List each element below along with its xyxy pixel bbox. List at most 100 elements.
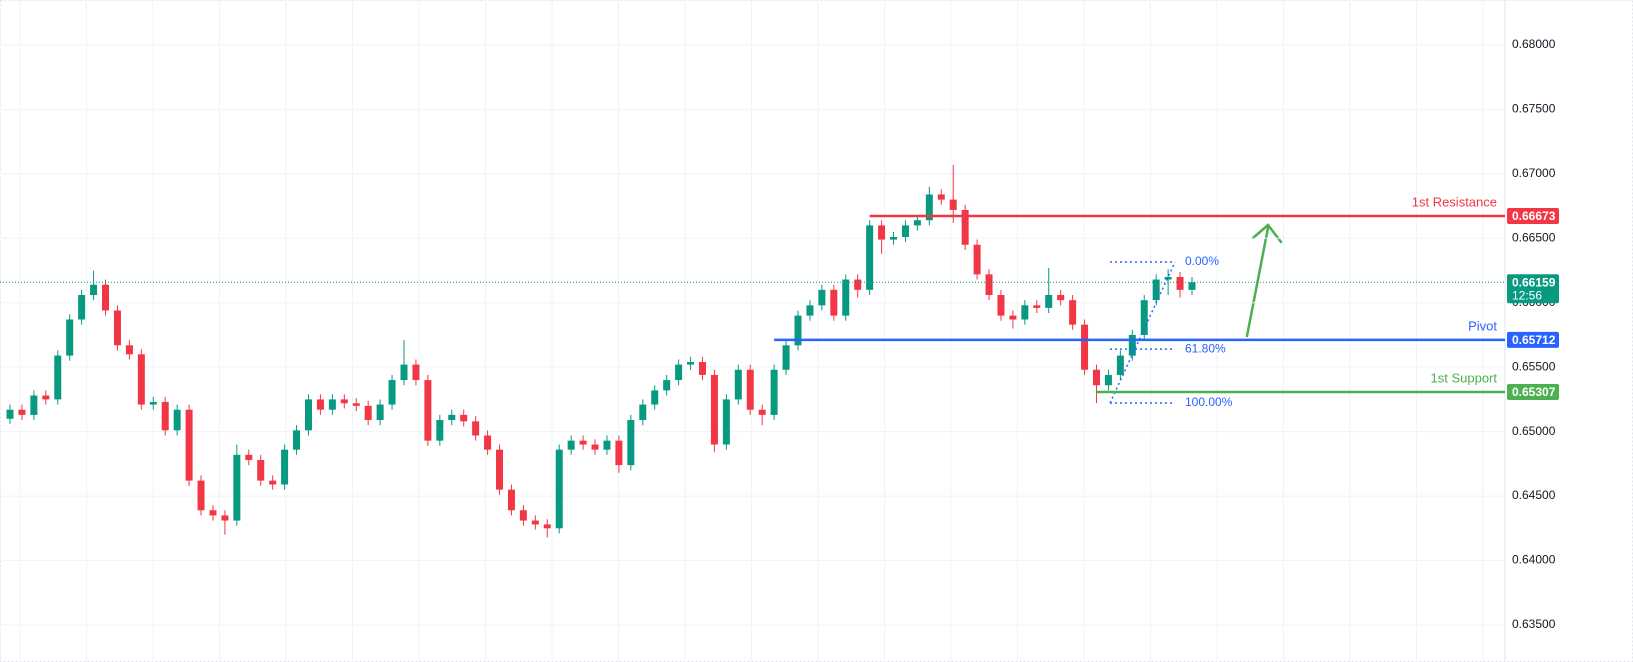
candle-body bbox=[663, 380, 671, 391]
y-tick-label: 0.67000 bbox=[1512, 166, 1556, 180]
candle-body bbox=[519, 510, 527, 521]
y-tick-label: 0.65500 bbox=[1512, 359, 1556, 373]
candle-body bbox=[185, 409, 193, 481]
candle-body bbox=[78, 295, 86, 320]
last-price-box bbox=[1507, 274, 1559, 304]
candle-body bbox=[1164, 276, 1172, 280]
candle-body bbox=[710, 374, 718, 445]
candle-body bbox=[18, 409, 26, 415]
last-price-label: 0.66159 bbox=[1512, 275, 1556, 289]
candle-body bbox=[316, 399, 324, 410]
fib-trend bbox=[1109, 261, 1176, 404]
candle-body bbox=[651, 390, 659, 405]
candle-body bbox=[890, 237, 898, 240]
candle-body bbox=[221, 515, 229, 521]
candle-body bbox=[961, 209, 969, 245]
level-price-label: 0.65712 bbox=[1512, 333, 1556, 347]
candle-body bbox=[901, 225, 909, 238]
level-name: 1st Support bbox=[1431, 370, 1498, 385]
candle-body bbox=[782, 345, 790, 370]
fib-label: 61.80% bbox=[1185, 341, 1226, 355]
level-price-box bbox=[1507, 331, 1559, 348]
candle-body bbox=[507, 489, 515, 511]
candle-body bbox=[197, 480, 205, 511]
candle-body bbox=[328, 399, 336, 410]
candle-body bbox=[722, 399, 730, 445]
candle-body bbox=[937, 194, 945, 200]
candle-body bbox=[913, 220, 921, 226]
candle-body bbox=[603, 440, 611, 450]
countdown-label: 12:56 bbox=[1512, 288, 1542, 302]
candle-body bbox=[1188, 282, 1196, 290]
candle-body bbox=[854, 279, 862, 290]
candle-body bbox=[770, 369, 778, 415]
candle-body bbox=[806, 305, 814, 316]
y-tick-label: 0.68000 bbox=[1512, 37, 1556, 51]
candle-body bbox=[1140, 300, 1148, 335]
candle-body bbox=[173, 409, 181, 431]
vertical-grid bbox=[19, 0, 1484, 662]
candle-body bbox=[734, 369, 742, 400]
candle-body bbox=[388, 380, 396, 405]
candle-body bbox=[567, 440, 575, 450]
candle-body bbox=[746, 369, 754, 410]
candle-body bbox=[818, 289, 826, 306]
y-tick-label: 0.65000 bbox=[1512, 424, 1556, 438]
candle-body bbox=[472, 421, 480, 436]
candle-body bbox=[376, 404, 384, 421]
candle-body bbox=[460, 414, 468, 422]
candle-body bbox=[42, 395, 50, 400]
y-tick-label: 0.63500 bbox=[1512, 617, 1556, 631]
candle-body bbox=[269, 480, 277, 485]
candle-body bbox=[233, 454, 241, 521]
candle-body bbox=[161, 401, 169, 431]
fib-label: 0.00% bbox=[1185, 254, 1219, 268]
candle-body bbox=[615, 440, 623, 466]
candle-body bbox=[424, 380, 432, 441]
candle-body bbox=[293, 430, 301, 450]
candle-body bbox=[448, 414, 456, 421]
candle-body bbox=[1128, 334, 1136, 356]
candle-body bbox=[985, 274, 993, 296]
candle-body bbox=[125, 345, 133, 355]
candle-body bbox=[949, 199, 957, 210]
candle-body bbox=[400, 364, 408, 381]
candle-body bbox=[579, 440, 587, 445]
candle-body bbox=[1057, 295, 1065, 301]
candle-body bbox=[1069, 300, 1077, 325]
level-price-label: 0.66673 bbox=[1512, 209, 1556, 223]
candle-body bbox=[925, 194, 933, 221]
candle-body bbox=[352, 403, 360, 406]
candle-body bbox=[794, 315, 802, 346]
candle-body bbox=[543, 524, 551, 529]
candle-body bbox=[1033, 305, 1041, 308]
level-price-box bbox=[1507, 208, 1559, 225]
candle-body bbox=[1116, 355, 1124, 375]
candle-body bbox=[257, 459, 265, 481]
candle-body bbox=[364, 405, 372, 421]
candle-body bbox=[436, 420, 444, 441]
candle-body bbox=[245, 454, 253, 460]
candle-body bbox=[340, 399, 348, 404]
candle-body bbox=[66, 319, 74, 356]
candle-body bbox=[997, 295, 1005, 316]
candle-body bbox=[281, 449, 289, 485]
candle-body bbox=[973, 244, 981, 275]
candle-body bbox=[1104, 374, 1112, 386]
candle-body bbox=[1021, 305, 1029, 320]
candle-body bbox=[1176, 276, 1184, 290]
candle-body bbox=[149, 401, 157, 405]
level-name: Pivot bbox=[1468, 318, 1497, 333]
candle-body bbox=[1092, 369, 1100, 386]
candle-body bbox=[842, 279, 850, 316]
y-tick-label: 0.64500 bbox=[1512, 488, 1556, 502]
candle-body bbox=[484, 435, 492, 450]
candle-body bbox=[1009, 315, 1017, 320]
candle-body bbox=[531, 520, 539, 525]
candle-body bbox=[758, 409, 766, 415]
candle-body bbox=[1152, 279, 1160, 301]
candle-body bbox=[675, 364, 683, 381]
y-tick-label: 0.66500 bbox=[1512, 230, 1556, 244]
